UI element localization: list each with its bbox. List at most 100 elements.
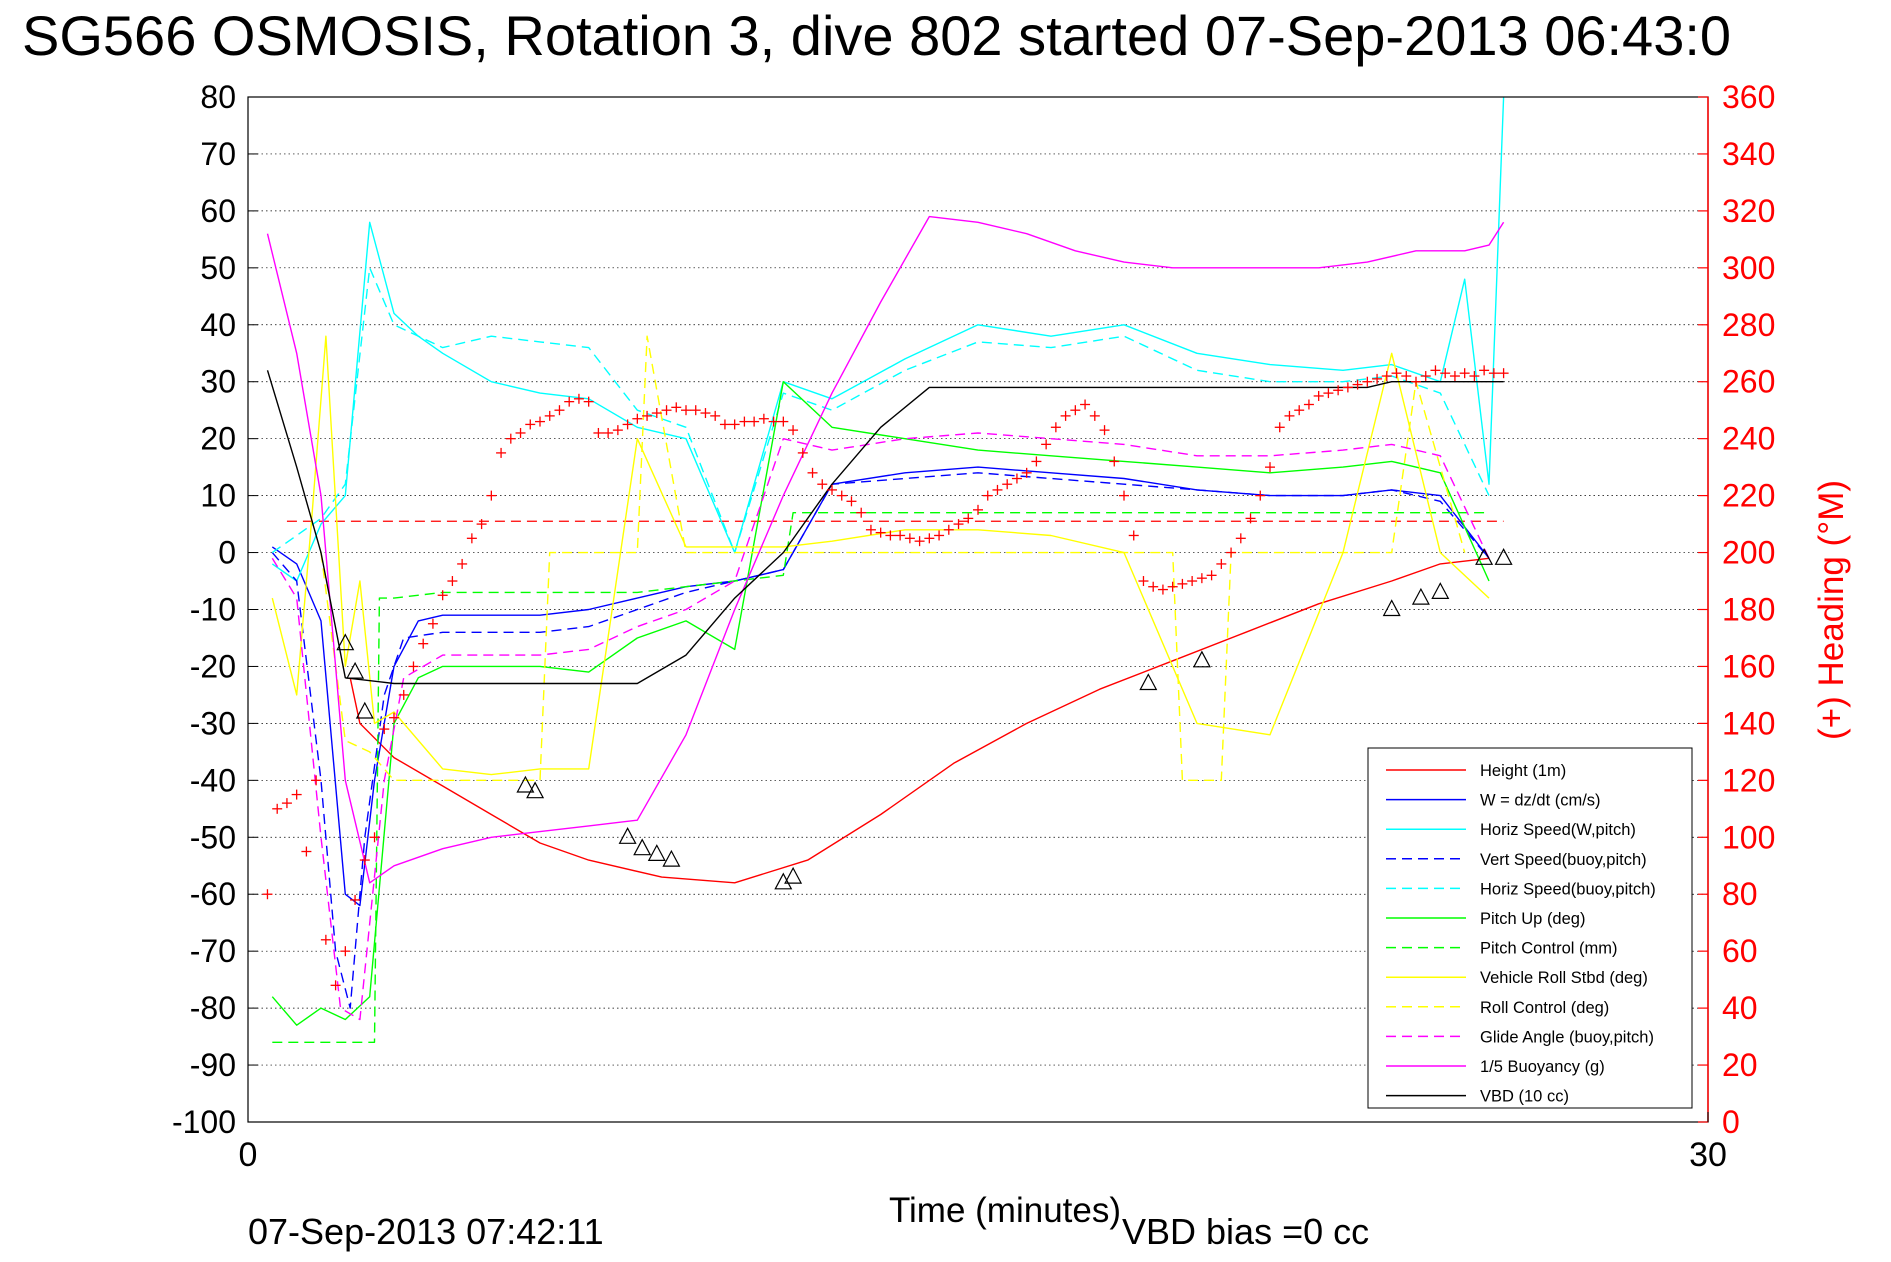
heading-marker (1488, 368, 1499, 379)
left-tick-label: -70 (190, 933, 236, 969)
x-axis-ticks: 0 30 (239, 1112, 1727, 1174)
triangle-marker (774, 872, 793, 890)
heading-marker (788, 425, 799, 436)
legend-label: Vehicle Roll Stbd (deg) (1480, 969, 1648, 987)
heading-marker (778, 416, 789, 427)
right-tick-label: 100 (1722, 819, 1775, 855)
legend-label: Horiz Speed(W,pitch) (1480, 821, 1636, 839)
heading-marker (1391, 368, 1402, 379)
series-line (271, 335, 1490, 776)
triangle-marker (355, 701, 374, 719)
heading-marker (1119, 490, 1129, 501)
heading-marker (1177, 578, 1188, 589)
heading-marker (1089, 410, 1100, 421)
series-line (272, 512, 1489, 1044)
heading-marker (865, 524, 876, 535)
triangle-marker (526, 781, 545, 799)
heading-marker (768, 416, 779, 427)
right-tick-label: 360 (1722, 79, 1775, 115)
legend-item: W = dz/dt (cm/s) (1386, 792, 1601, 810)
heading-marker (398, 689, 409, 700)
right-tick-label: 20 (1722, 1047, 1758, 1083)
heading-marker (1070, 405, 1081, 416)
heading-marker (856, 507, 867, 518)
series-line (271, 432, 1490, 1021)
triangle-marker (1139, 673, 1158, 691)
triangle-marker (647, 844, 666, 862)
right-tick-label: 340 (1722, 136, 1775, 172)
heading-marker (1245, 513, 1256, 524)
heading-marker (1294, 405, 1305, 416)
triangle-marker (618, 827, 637, 844)
right-tick-label: 0 (1722, 1104, 1740, 1140)
left-tick-label: 60 (200, 193, 236, 229)
x-tick-label: 0 (239, 1136, 258, 1174)
legend-item: Vert Speed(buoy,pitch) (1386, 851, 1647, 869)
heading-marker (982, 490, 993, 501)
series-line (266, 370, 1504, 685)
heading-marker (1362, 376, 1373, 387)
heading-marker (554, 405, 565, 416)
heading-marker (797, 447, 808, 458)
legend-item: Pitch Up (deg) (1386, 910, 1585, 928)
heading-marker (612, 425, 623, 436)
heading-marker (525, 419, 536, 430)
legend-label: Glide Angle (buoy,pitch) (1480, 1028, 1654, 1046)
heading-marker (1216, 558, 1227, 569)
triangle-marker (1192, 650, 1211, 668)
heading-marker (690, 405, 701, 416)
heading-marker (992, 484, 1003, 495)
heading-marker (281, 798, 292, 809)
heading-marker (1342, 382, 1353, 393)
triangle-marker (662, 849, 681, 867)
heading-marker (1011, 473, 1022, 484)
heading-marker (603, 427, 614, 438)
right-axis-label: (+) Heading (°M) (1812, 480, 1851, 740)
heading-marker (973, 504, 983, 515)
series-layer (266, 96, 1505, 1044)
triangle-marker (1382, 599, 1401, 617)
heading-marker (963, 513, 974, 524)
left-tick-label: 10 (200, 478, 236, 514)
heading-marker (622, 419, 633, 430)
heading-marker (1187, 576, 1198, 587)
right-tick-label: 280 (1722, 307, 1775, 343)
heading-marker (340, 946, 351, 957)
left-tick-label: 30 (200, 364, 236, 400)
heading-marker (437, 590, 448, 601)
heading-marker (535, 416, 545, 427)
heading-marker (1498, 368, 1509, 379)
right-tick-label: 240 (1722, 421, 1775, 457)
heading-marker (895, 530, 906, 541)
right-tick-label: 140 (1722, 705, 1775, 741)
heading-marker (301, 846, 312, 857)
triangle-marker (346, 661, 365, 679)
legend-label: Roll Control (deg) (1480, 999, 1609, 1017)
heading-marker (291, 789, 302, 800)
series-line (349, 557, 1490, 884)
heading-marker (486, 490, 497, 501)
legend-item: Pitch Control (mm) (1386, 940, 1618, 958)
footer-timestamp: 07-Sep-2013 07:42:11 (248, 1211, 604, 1252)
right-tick-label: 180 (1722, 592, 1775, 628)
triangle-marker (1475, 548, 1494, 565)
heading-marker (943, 524, 954, 535)
triangle-marker (1431, 582, 1450, 600)
legend-item: Horiz Speed(W,pitch) (1386, 821, 1636, 839)
heading-marker (389, 712, 399, 723)
left-tick-label: -10 (190, 592, 236, 628)
heading-marker (836, 490, 847, 501)
heading-marker (505, 433, 516, 444)
heading-marker (1235, 533, 1246, 544)
heading-marker (1303, 399, 1314, 410)
heading-marker (632, 413, 643, 424)
left-tick-label: -80 (190, 990, 236, 1026)
x-tick-label: 30 (1689, 1136, 1727, 1174)
heading-marker (749, 416, 760, 427)
heading-marker (1255, 490, 1266, 501)
heading-marker (262, 889, 273, 900)
heading-marker (914, 536, 925, 547)
legend-label: Height (1m) (1480, 762, 1566, 780)
legend-box (1367, 747, 1693, 1109)
heading-marker (1333, 385, 1344, 396)
